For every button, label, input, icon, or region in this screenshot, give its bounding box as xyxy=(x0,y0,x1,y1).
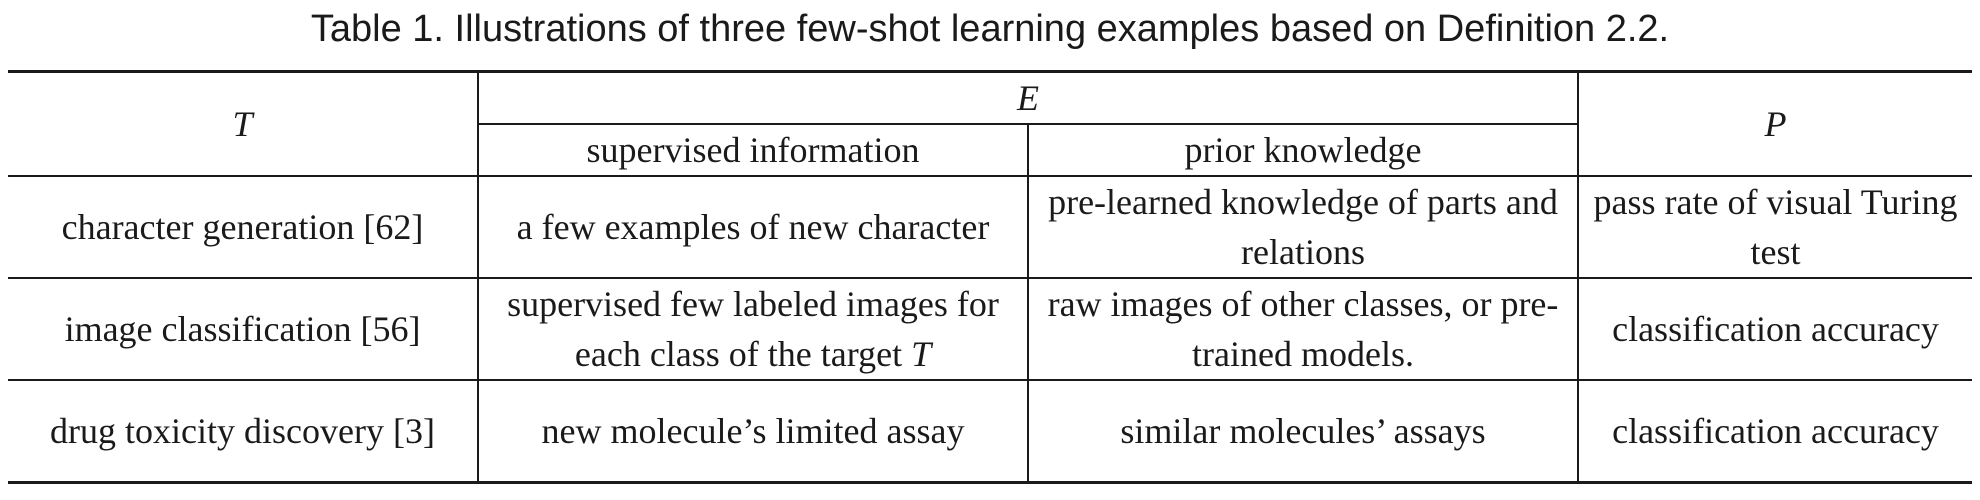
header-task-symbol: T xyxy=(232,104,253,144)
header-supervised-information: supervised information xyxy=(478,123,1029,176)
cell-supervised: a few examples of new character xyxy=(478,175,1029,278)
cell-prior: raw images of other classes, or pre-trai… xyxy=(1028,277,1579,380)
header-performance-symbol: P xyxy=(1764,104,1787,144)
cell-supervised-text: supervised few labeled images for each c… xyxy=(507,284,999,374)
few-shot-examples-table: T E P supervised information prior knowl… xyxy=(8,70,1972,484)
header-row-1: T E P xyxy=(8,70,1972,176)
table-row: image classification [56] supervised few… xyxy=(8,277,1972,380)
cell-performance: pass rate of visual Turing test xyxy=(1578,175,1972,278)
cell-task: character generation [62] xyxy=(8,175,479,278)
cell-supervised: new molecule’s limited assay xyxy=(478,379,1029,484)
cell-prior: pre-learned knowledge of parts and relat… xyxy=(1028,175,1579,278)
table-row: character generation [62] a few examples… xyxy=(8,175,1972,278)
table-caption: Table 1. Illustrations of three few-shot… xyxy=(310,8,1670,50)
cell-task: drug toxicity discovery [3] xyxy=(8,379,479,484)
header-experience-symbol: E xyxy=(1017,78,1039,118)
table-row: drug toxicity discovery [3] new molecule… xyxy=(8,379,1972,484)
cell-performance: classification accuracy xyxy=(1578,379,1972,484)
header-performance: P xyxy=(1578,70,1972,176)
cell-task: image classification [56] xyxy=(8,277,479,380)
cell-supervised-math: T xyxy=(911,334,932,374)
cell-supervised: supervised few labeled images for each c… xyxy=(478,277,1029,380)
header-experience: E xyxy=(478,70,1579,124)
header-task: T xyxy=(8,70,479,176)
header-prior-knowledge: prior knowledge xyxy=(1028,123,1579,176)
header-row-2: supervised information prior knowledge xyxy=(8,123,1972,176)
cell-performance: classification accuracy xyxy=(1578,277,1972,380)
cell-prior: similar molecules’ assays xyxy=(1028,379,1579,484)
